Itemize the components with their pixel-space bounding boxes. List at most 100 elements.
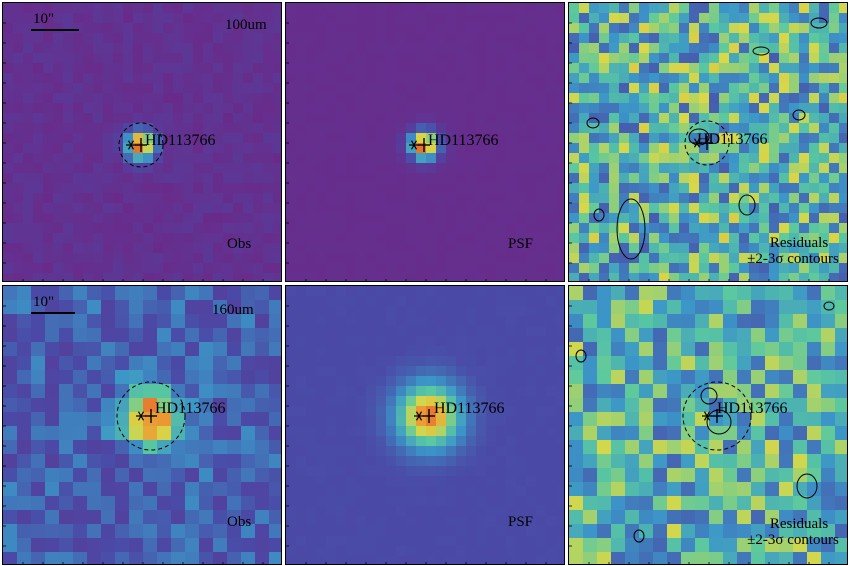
pixel bbox=[33, 53, 44, 64]
pixel bbox=[306, 133, 317, 144]
pixel bbox=[769, 173, 780, 184]
pixel bbox=[476, 123, 487, 134]
pixel bbox=[807, 482, 822, 497]
pixel bbox=[269, 552, 281, 564]
pixel bbox=[113, 273, 124, 281]
pixel bbox=[819, 13, 830, 24]
pixel bbox=[649, 133, 660, 144]
pixel bbox=[709, 213, 720, 224]
pixel bbox=[536, 326, 547, 337]
pixel bbox=[486, 213, 497, 224]
pixel bbox=[203, 73, 214, 84]
pixel bbox=[546, 426, 557, 437]
pixel bbox=[203, 203, 214, 214]
contour-line bbox=[586, 117, 600, 129]
pixel bbox=[253, 103, 264, 114]
pixel bbox=[243, 163, 254, 174]
pixel bbox=[765, 412, 780, 427]
pixel bbox=[769, 213, 780, 224]
pixel bbox=[59, 426, 74, 441]
pixel bbox=[649, 73, 660, 84]
pixel bbox=[233, 23, 244, 34]
pixel bbox=[466, 476, 477, 487]
pixel bbox=[536, 203, 547, 214]
pixel bbox=[556, 23, 564, 34]
pixel bbox=[526, 476, 537, 487]
pixel bbox=[536, 336, 547, 347]
pixel bbox=[829, 133, 840, 144]
pixel bbox=[426, 183, 437, 194]
pixel bbox=[446, 296, 457, 307]
pixel bbox=[506, 546, 517, 557]
pixel bbox=[695, 482, 710, 497]
pixel bbox=[13, 53, 24, 64]
pixel bbox=[386, 406, 397, 417]
pixel bbox=[296, 83, 307, 94]
pixel bbox=[203, 3, 214, 14]
pixel bbox=[486, 13, 497, 24]
pixel bbox=[496, 223, 507, 234]
pixel bbox=[809, 73, 820, 84]
pixel bbox=[556, 406, 564, 417]
pixel bbox=[436, 73, 447, 84]
pixel bbox=[426, 63, 437, 74]
pixel bbox=[516, 23, 527, 34]
pixel bbox=[667, 328, 682, 343]
pixel bbox=[306, 456, 317, 467]
pixel bbox=[163, 273, 174, 281]
pixel bbox=[263, 123, 274, 134]
pixel bbox=[486, 113, 497, 124]
pixel bbox=[446, 306, 457, 317]
pixel bbox=[436, 426, 447, 437]
pixel bbox=[406, 153, 417, 164]
pixel bbox=[699, 193, 710, 204]
pixel bbox=[583, 552, 598, 564]
pixel bbox=[819, 183, 830, 194]
pixel bbox=[709, 153, 720, 164]
pixel bbox=[366, 33, 377, 44]
pixel bbox=[486, 506, 497, 517]
pixel bbox=[629, 273, 640, 281]
pixel bbox=[356, 476, 367, 487]
pixel bbox=[546, 53, 557, 64]
pixel bbox=[456, 63, 467, 74]
pixel bbox=[59, 468, 74, 483]
pixel bbox=[629, 23, 640, 34]
pixel bbox=[43, 53, 54, 64]
pixel bbox=[366, 43, 377, 54]
pixel bbox=[263, 73, 274, 84]
pixel bbox=[171, 412, 186, 427]
pixel bbox=[689, 223, 700, 234]
pixel bbox=[536, 386, 547, 397]
pixel bbox=[835, 440, 847, 455]
pixel bbox=[376, 163, 387, 174]
pixel bbox=[213, 426, 228, 441]
pixel bbox=[386, 233, 397, 244]
pixel bbox=[446, 263, 457, 274]
pixel bbox=[13, 153, 24, 164]
pixel bbox=[213, 243, 224, 254]
pixel bbox=[809, 93, 820, 104]
pixel bbox=[346, 456, 357, 467]
pixel bbox=[233, 213, 244, 224]
pixel bbox=[83, 163, 94, 174]
pixel bbox=[779, 173, 790, 184]
pixel bbox=[779, 243, 790, 254]
pixel bbox=[807, 314, 822, 329]
pixel bbox=[133, 23, 144, 34]
pixel bbox=[255, 328, 270, 343]
pixel bbox=[416, 376, 427, 387]
pixel bbox=[759, 183, 770, 194]
pixel bbox=[129, 468, 144, 483]
pixel bbox=[506, 416, 517, 427]
pixel bbox=[819, 193, 830, 204]
pixel bbox=[556, 273, 564, 281]
pixel bbox=[376, 396, 387, 407]
pixel bbox=[163, 33, 174, 44]
pixel bbox=[749, 153, 760, 164]
pixel bbox=[3, 123, 14, 134]
pixel bbox=[45, 384, 60, 399]
pixel bbox=[765, 524, 780, 539]
pixel bbox=[466, 336, 477, 347]
pixel bbox=[625, 412, 640, 427]
